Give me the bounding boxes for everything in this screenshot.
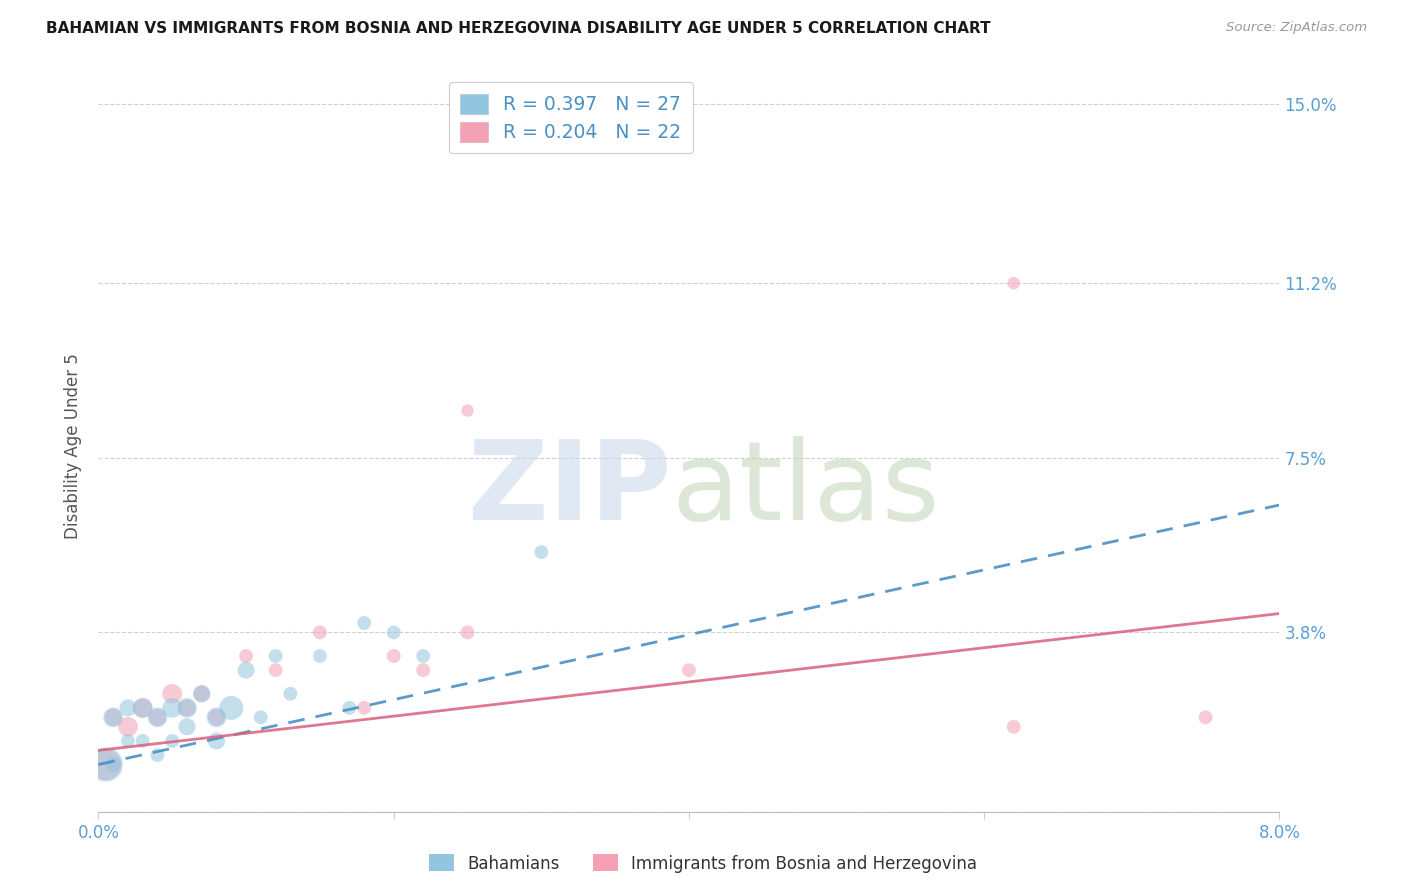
Point [176, 701, 198, 715]
Point [132, 701, 155, 715]
Point [132, 734, 155, 748]
Point [1002, 276, 1025, 290]
Point [530, 545, 553, 559]
Point [250, 710, 273, 724]
Point [191, 687, 214, 701]
Point [94, 757, 117, 772]
Text: BAHAMIAN VS IMMIGRANTS FROM BOSNIA AND HERZEGOVINA DISABILITY AGE UNDER 5 CORREL: BAHAMIAN VS IMMIGRANTS FROM BOSNIA AND H… [46, 21, 991, 37]
Point [162, 701, 183, 715]
Point [146, 710, 169, 724]
Point [309, 625, 332, 640]
Point [235, 663, 257, 677]
Point [103, 757, 125, 772]
Point [176, 701, 198, 715]
Point [1002, 720, 1025, 734]
Point [339, 701, 361, 715]
Point [146, 710, 169, 724]
Point [264, 648, 287, 663]
Text: ZIP: ZIP [468, 436, 671, 543]
Point [382, 648, 405, 663]
Point [353, 701, 375, 715]
Point [412, 663, 434, 677]
Text: Source: ZipAtlas.com: Source: ZipAtlas.com [1226, 21, 1367, 35]
Text: atlas: atlas [671, 436, 939, 543]
Point [353, 615, 375, 630]
Point [162, 687, 183, 701]
Point [457, 625, 479, 640]
Point [162, 734, 183, 748]
Point [94, 757, 117, 772]
Point [117, 701, 139, 715]
Point [264, 663, 287, 677]
Y-axis label: Disability Age Under 5: Disability Age Under 5 [65, 353, 83, 539]
Point [280, 687, 302, 701]
Point [205, 710, 228, 724]
Point [678, 663, 700, 677]
Point [205, 734, 228, 748]
Point [191, 687, 214, 701]
Point [1195, 710, 1218, 724]
Point [205, 710, 228, 724]
Point [176, 720, 198, 734]
Point [457, 403, 479, 417]
Point [412, 648, 434, 663]
Point [221, 701, 243, 715]
Point [382, 625, 405, 640]
Point [117, 734, 139, 748]
Point [309, 648, 332, 663]
Point [103, 710, 125, 724]
Point [132, 701, 155, 715]
Legend: R = 0.397   N = 27, R = 0.204   N = 22: R = 0.397 N = 27, R = 0.204 N = 22 [449, 82, 693, 153]
Point [146, 748, 169, 763]
Point [117, 720, 139, 734]
Point [103, 710, 125, 724]
Point [235, 648, 257, 663]
Legend: Bahamians, Immigrants from Bosnia and Herzegovina: Bahamians, Immigrants from Bosnia and He… [422, 847, 984, 880]
